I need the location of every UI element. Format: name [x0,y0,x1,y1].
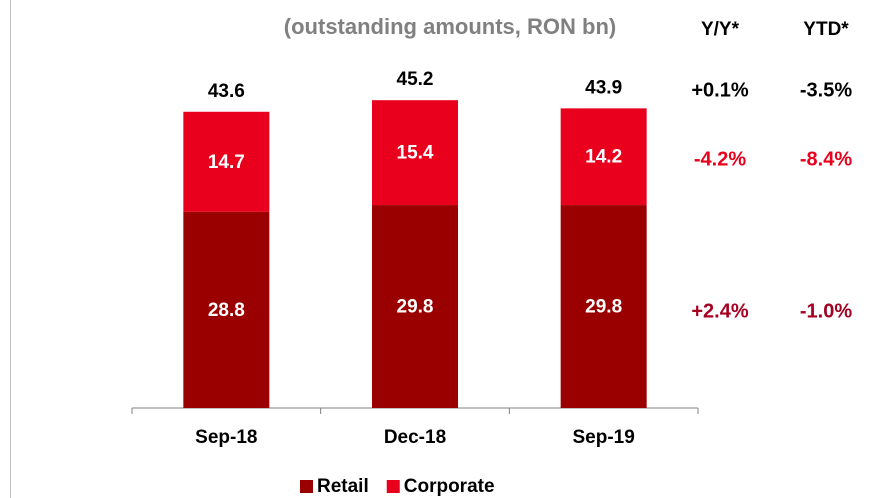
table-cell: -4.2% [694,148,746,170]
data-label: 29.8 [397,297,434,318]
table-cell: +0.1% [691,79,748,101]
data-label: 14.7 [208,152,245,173]
x-tick-label: Sep-19 [573,427,635,448]
bar-segment [372,205,458,408]
total-label: 45.2 [397,69,434,90]
bar-segment [560,205,647,408]
data-label: 29.8 [585,297,622,318]
x-tick-label: Dec-18 [384,427,446,448]
frame [10,0,11,498]
total-label: 43.6 [208,81,245,102]
bar-segment [372,100,458,206]
data-label: 28.8 [208,300,245,321]
table-cell: -1.0% [800,300,852,322]
total-label: 43.9 [585,77,622,98]
x-tick-label: Sep-18 [195,427,257,448]
table-cell: -3.5% [800,79,852,101]
chart-title: (outstanding amounts, RON bn) [284,14,616,39]
bar-segment [560,108,647,206]
bar-segment [183,111,270,212]
bar-segment [183,211,270,408]
table-header: YTD* [803,19,849,40]
table-header: Y/Y* [701,19,740,40]
legend-label: Corporate [404,476,495,497]
table-cell: +2.4% [691,300,748,322]
data-label: 15.4 [397,143,434,164]
data-label: 14.2 [585,147,622,168]
legend-swatch [386,480,400,493]
legend-label: Retail [317,476,369,497]
legend-swatch [300,480,313,493]
table-cell: -8.4% [800,148,852,170]
